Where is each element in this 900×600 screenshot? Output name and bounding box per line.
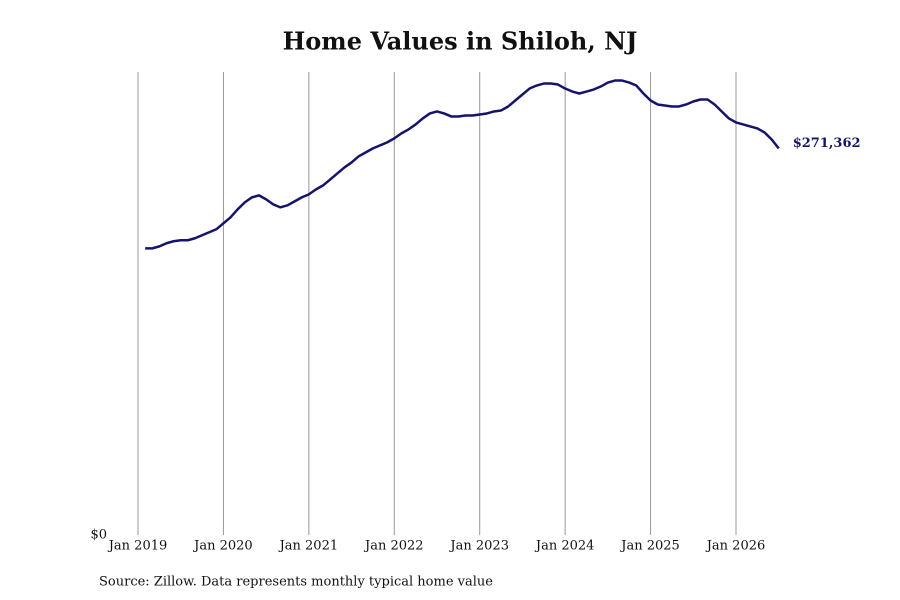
x-tick-label: Jan 2021 bbox=[278, 539, 339, 554]
line bbox=[145, 79, 780, 250]
chart-title: Home Values in Shiloh, NJ bbox=[283, 27, 638, 56]
x-tick-label: Jan 2019 bbox=[107, 539, 168, 554]
value-label: $271,362 bbox=[793, 136, 861, 151]
x-tick-label: Jan 2020 bbox=[192, 539, 253, 554]
source-note: Source: Zillow. Data represents monthly … bbox=[99, 575, 493, 590]
x-tick-label: Jan 2023 bbox=[448, 539, 509, 554]
x-tick-label: Jan 2024 bbox=[534, 539, 595, 554]
x-tick-label: Jan 2026 bbox=[705, 539, 766, 554]
x-tick-label: Jan 2025 bbox=[619, 539, 680, 554]
y-tick-label: $0 bbox=[90, 528, 107, 543]
x-tick-label: Jan 2022 bbox=[363, 539, 424, 554]
